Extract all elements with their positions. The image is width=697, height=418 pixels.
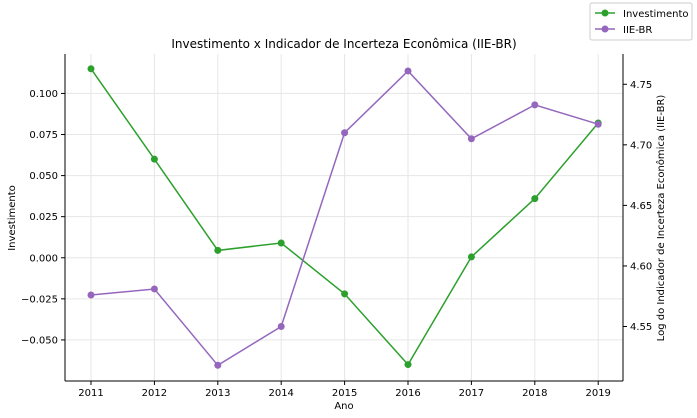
y-left-tick-label: −0.050 (21, 335, 58, 346)
grid (65, 54, 623, 381)
y-right-tick-label: 4.65 (630, 201, 652, 212)
data-point-investimento (87, 65, 95, 73)
x-tick-label: 2019 (585, 388, 610, 399)
legend-label-investimento: Investimento (623, 9, 689, 20)
legend-label-iie-br: IIE-BR (623, 25, 652, 36)
x-axis-label: Ano (334, 401, 353, 412)
y-axis-right-label: Log do Indicador de Incerteza Econômica … (655, 95, 667, 342)
y-left-tick-label: 0.025 (29, 212, 58, 223)
legend: Investimento IIE-BR (589, 2, 693, 41)
data-point-iie-br (594, 120, 602, 128)
y-left-tick-label: 0.000 (29, 253, 58, 264)
x-tick-label: 2016 (395, 388, 420, 399)
y-right-tick-label: 4.75 (630, 80, 652, 91)
y-right-tick-label: 4.55 (630, 322, 652, 333)
x-tick-label: 2015 (332, 388, 357, 399)
y-right-tick-label: 4.60 (630, 261, 652, 272)
series (87, 65, 602, 369)
y-axis-left-label: Investimento (7, 185, 18, 251)
legend-box (589, 2, 693, 41)
x-tick-label: 2018 (522, 388, 547, 399)
data-point-investimento (404, 361, 412, 369)
y-left-tick-label: 0.075 (29, 130, 58, 141)
data-point-iie-br (341, 129, 349, 137)
data-point-iie-br (277, 323, 285, 330)
data-point-iie-br (531, 101, 539, 109)
data-point-investimento (277, 239, 285, 247)
y-left-tick-label: 0.100 (29, 89, 58, 100)
x-tick-label: 2017 (459, 388, 484, 399)
legend-marker-iie-br (601, 25, 609, 33)
y-left-tick-label: 0.050 (29, 171, 58, 182)
data-point-investimento (467, 253, 475, 261)
x-tick-label: 2014 (268, 388, 293, 399)
data-point-investimento (150, 155, 158, 163)
data-point-investimento (341, 290, 349, 298)
data-point-iie-br (467, 135, 475, 143)
x-tick-label: 2012 (142, 388, 167, 399)
data-point-iie-br (404, 67, 412, 75)
data-point-investimento (214, 246, 222, 254)
axes (64, 54, 624, 382)
data-point-iie-br (87, 291, 95, 299)
data-point-iie-br (214, 361, 222, 369)
data-point-investimento (531, 195, 539, 203)
y-left-tick-label: −0.025 (21, 294, 58, 305)
ticks: 2011 2012 2013 2014 2015 2016 2017 2018 2019 0.10… (21, 80, 652, 399)
y-right-tick-label: 4.70 (630, 140, 652, 151)
legend-marker-investimento (601, 9, 609, 17)
x-tick-label: 2013 (205, 388, 230, 399)
data-point-iie-br (150, 285, 158, 293)
chart-title: Investimento x Indicador de Incerteza Ec… (171, 37, 516, 51)
x-tick-label: 2011 (78, 388, 103, 399)
